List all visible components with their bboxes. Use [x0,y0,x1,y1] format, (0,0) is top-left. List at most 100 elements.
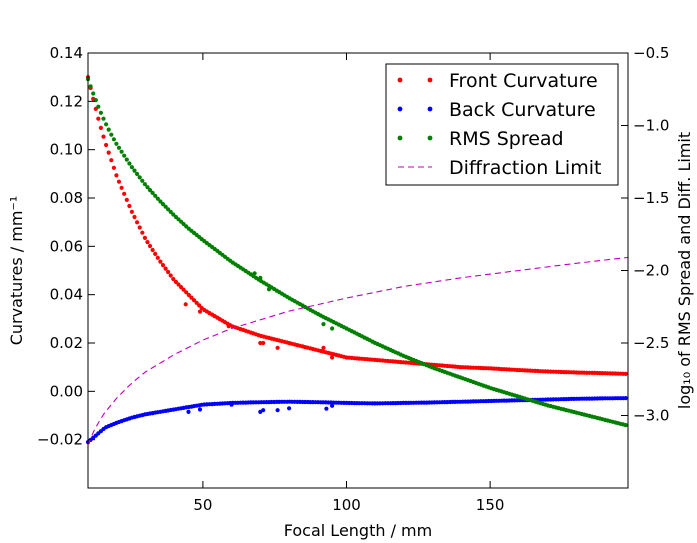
data-point [191,298,197,303]
data-point [119,185,124,190]
outlier-point [197,309,203,314]
data-point [145,240,150,245]
legend-label: Back Curvature [449,99,596,121]
data-point [111,137,116,142]
series-line-diffraction-limit [87,256,629,445]
legend-swatch [427,77,433,83]
data-point [96,116,101,121]
series-points [85,75,628,376]
x-tick-label: 100 [332,496,361,514]
data-point [119,149,124,154]
data-point [176,282,181,287]
data-point [150,247,155,253]
outlier-point [261,340,266,346]
y-tick-label: 0.06 [50,237,83,255]
data-point [168,209,173,214]
legend-swatch [427,106,433,112]
outlier-point [183,302,188,307]
x-tick-label: 50 [193,496,212,514]
data-point [132,168,137,173]
data-point [163,204,168,209]
data-point [132,214,137,220]
x-axis-label: Focal Length / mm [284,521,432,540]
y-axis-label-left: Curvatures / mm⁻¹ [7,196,26,346]
data-point [155,196,160,201]
data-point [106,127,111,132]
series-points [85,77,628,428]
outlier-point [321,322,326,327]
y2-tick-label: −0.5 [633,44,669,62]
legend-box [385,63,619,186]
outlier-point [330,326,335,331]
data-point [116,179,122,184]
data-point [127,161,132,166]
data-point [98,125,103,130]
data-point [116,145,122,150]
y-tick-label: 0.14 [50,44,83,62]
data-point [140,230,145,235]
y-tick-label: −0.02 [37,431,83,449]
x-axis: 50 100 150 [193,53,504,514]
data-point [623,396,628,401]
plot-marks [85,75,629,445]
outlier-point [330,403,335,408]
data-point [98,110,103,115]
y-axis-right: −3.0 −2.5 −2.0 −1.5 −1.0 −0.5 [621,44,669,425]
data-point [197,303,202,308]
data-point [101,116,106,121]
outlier-point [321,345,326,350]
data-point [623,371,628,376]
y-tick-label: 0.00 [50,382,83,400]
data-point [166,269,171,275]
data-point [186,292,191,298]
data-point [179,285,184,290]
y-axis-label-right: log₁₀ of RMS Spread and Diff. Limit [675,132,694,409]
data-point [189,295,194,300]
data-point [158,199,163,204]
data-point [111,165,116,170]
y2-tick-label: −1.5 [633,189,669,207]
x-tick-label: 150 [476,496,505,514]
data-point [106,150,111,155]
data-point [181,287,186,292]
y-tick-label: 0.08 [50,189,83,207]
data-point [122,191,127,196]
y2-tick-label: −3.0 [633,407,669,425]
y-tick-label: 0.02 [50,334,83,352]
series-points [85,396,628,445]
outlier-point [287,406,292,411]
outlier-point [275,408,280,413]
legend-swatch [427,135,433,141]
data-point [109,158,114,163]
data-point [623,423,628,428]
data-point [163,266,168,271]
data-point [153,251,158,256]
data-point [150,190,155,195]
data-point [147,188,153,193]
outlier-point [258,340,263,346]
data-point [91,91,96,96]
data-point [127,203,132,209]
data-point [88,84,93,89]
data-point [171,212,176,217]
data-point [124,157,129,162]
data-point [142,182,147,187]
data-point [168,273,173,278]
data-point [158,259,163,264]
data-point [124,197,129,202]
data-point [173,279,178,284]
legend-swatch [397,135,403,141]
data-point [137,225,142,230]
data-point [142,235,147,240]
data-point [140,178,145,183]
outlier-point [258,275,263,280]
y-tick-label: 0.10 [50,141,83,159]
data-point [184,290,189,295]
y2-tick-label: −1.0 [633,117,669,135]
outlier-point [330,355,335,360]
data-point [109,132,114,137]
outlier-point [252,271,257,276]
data-point [145,185,150,190]
legend-label: RMS Spread [449,128,564,150]
data-point [135,171,140,177]
